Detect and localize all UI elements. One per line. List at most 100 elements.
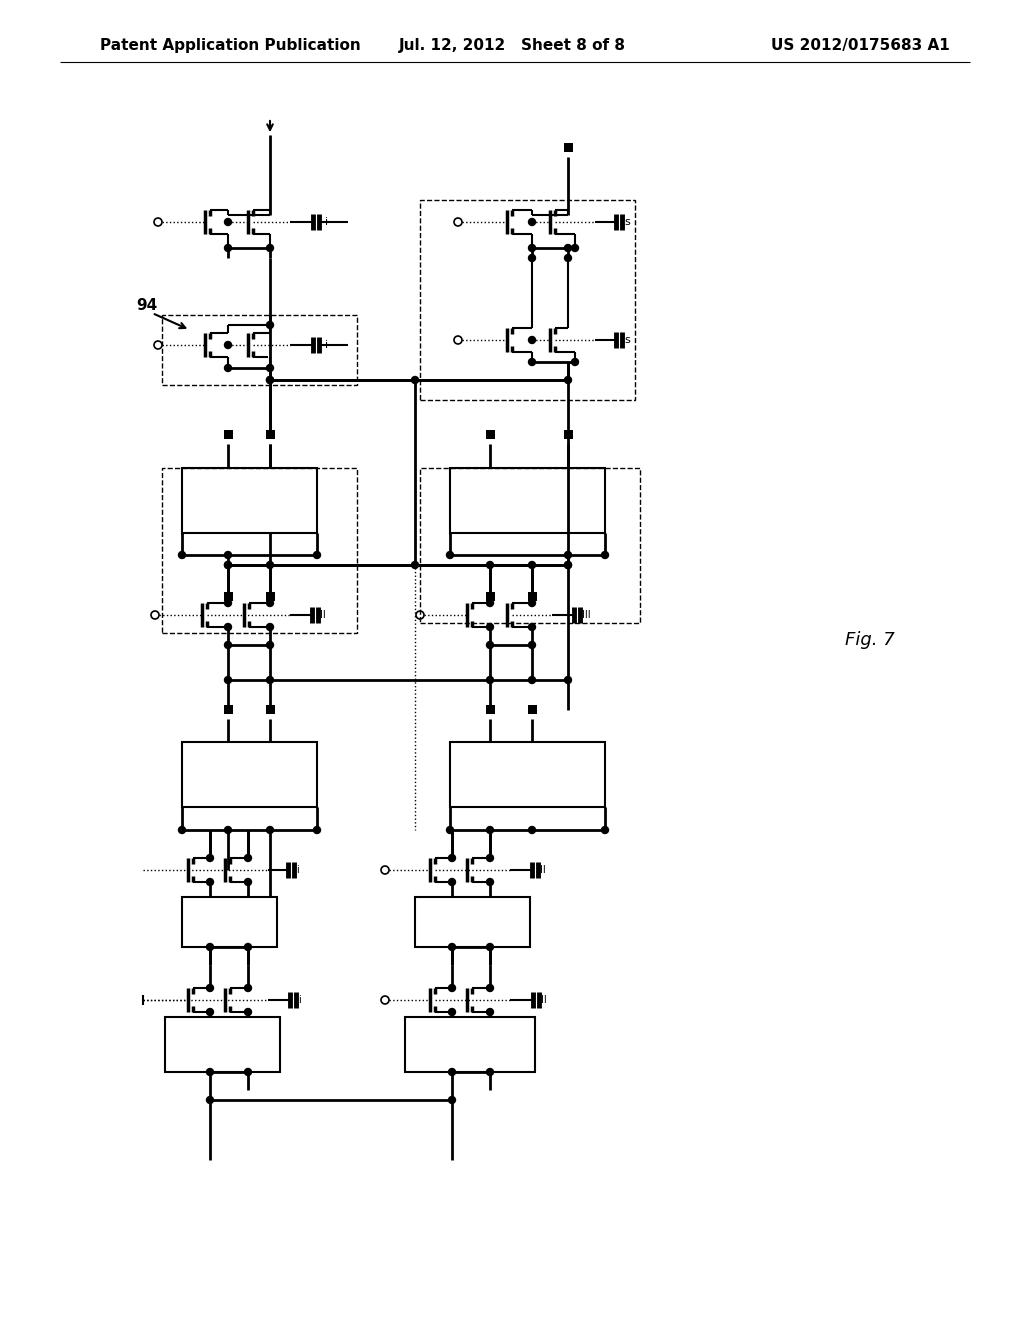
Text: II: II: [319, 610, 326, 620]
Circle shape: [224, 552, 231, 558]
Circle shape: [224, 364, 231, 371]
Circle shape: [564, 376, 571, 384]
Text: i: i: [325, 341, 328, 350]
Circle shape: [486, 879, 494, 886]
Bar: [450, 469, 605, 533]
Circle shape: [564, 676, 571, 684]
Circle shape: [207, 1068, 213, 1076]
Circle shape: [449, 1097, 456, 1104]
Circle shape: [528, 826, 536, 833]
Circle shape: [446, 552, 454, 558]
Bar: [486, 591, 495, 601]
Bar: [564, 143, 573, 152]
Circle shape: [245, 944, 252, 950]
Circle shape: [486, 826, 494, 833]
Text: s: s: [624, 216, 630, 227]
Text: II: II: [540, 865, 546, 875]
Circle shape: [564, 561, 571, 569]
Circle shape: [449, 1008, 456, 1015]
Circle shape: [449, 985, 456, 991]
Circle shape: [224, 826, 231, 833]
Bar: [182, 742, 317, 807]
Circle shape: [207, 1097, 213, 1104]
Text: US 2012/0175683 A1: US 2012/0175683 A1: [771, 38, 950, 53]
Circle shape: [486, 642, 494, 648]
Circle shape: [528, 642, 536, 648]
Circle shape: [266, 599, 273, 606]
Circle shape: [412, 376, 419, 384]
Circle shape: [313, 826, 321, 833]
Circle shape: [564, 255, 571, 261]
Circle shape: [207, 985, 213, 991]
Bar: [415, 898, 530, 946]
Bar: [224, 705, 233, 714]
Circle shape: [224, 676, 231, 684]
Circle shape: [266, 376, 273, 384]
Text: i: i: [296, 865, 299, 875]
Text: II: II: [541, 995, 547, 1005]
Circle shape: [313, 552, 321, 558]
Circle shape: [178, 552, 185, 558]
Bar: [528, 591, 537, 601]
Bar: [528, 705, 537, 714]
Circle shape: [224, 561, 231, 569]
Circle shape: [266, 642, 273, 648]
Bar: [266, 591, 275, 601]
Circle shape: [207, 944, 213, 950]
Circle shape: [564, 561, 571, 569]
Circle shape: [528, 255, 536, 261]
Circle shape: [266, 322, 273, 329]
Circle shape: [224, 561, 231, 569]
Circle shape: [528, 623, 536, 631]
Circle shape: [266, 244, 273, 252]
Bar: [486, 430, 495, 440]
Circle shape: [528, 599, 536, 606]
Text: Jul. 12, 2012   Sheet 8 of 8: Jul. 12, 2012 Sheet 8 of 8: [398, 38, 626, 53]
Circle shape: [224, 623, 231, 631]
Circle shape: [266, 826, 273, 833]
Circle shape: [528, 359, 536, 366]
Bar: [450, 742, 605, 807]
Bar: [406, 1016, 535, 1072]
Circle shape: [486, 944, 494, 950]
Bar: [224, 430, 233, 440]
Circle shape: [266, 676, 273, 684]
Circle shape: [207, 1008, 213, 1015]
Circle shape: [449, 879, 456, 886]
Circle shape: [486, 854, 494, 862]
Circle shape: [178, 826, 185, 833]
Circle shape: [486, 985, 494, 991]
Bar: [266, 430, 275, 440]
Circle shape: [528, 244, 536, 252]
Circle shape: [486, 623, 494, 631]
Circle shape: [224, 219, 231, 226]
Circle shape: [449, 944, 456, 950]
Circle shape: [564, 244, 571, 252]
Bar: [420, 201, 635, 400]
Circle shape: [528, 561, 536, 569]
Bar: [420, 469, 640, 623]
Circle shape: [266, 364, 273, 371]
Circle shape: [571, 244, 579, 252]
Bar: [182, 469, 317, 533]
Text: i: i: [325, 216, 328, 227]
Bar: [165, 1016, 280, 1072]
Circle shape: [245, 1068, 252, 1076]
Text: III: III: [582, 610, 591, 620]
Bar: [224, 591, 233, 601]
Circle shape: [412, 561, 419, 569]
Circle shape: [224, 342, 231, 348]
Circle shape: [245, 879, 252, 886]
Circle shape: [224, 244, 231, 252]
Circle shape: [486, 1008, 494, 1015]
Circle shape: [207, 879, 213, 886]
Circle shape: [266, 376, 273, 384]
Bar: [564, 430, 573, 440]
Circle shape: [449, 1068, 456, 1076]
Circle shape: [266, 623, 273, 631]
Circle shape: [245, 985, 252, 991]
Circle shape: [571, 359, 579, 366]
Text: Patent Application Publication: Patent Application Publication: [100, 38, 360, 53]
Circle shape: [449, 854, 456, 862]
Bar: [162, 315, 357, 385]
